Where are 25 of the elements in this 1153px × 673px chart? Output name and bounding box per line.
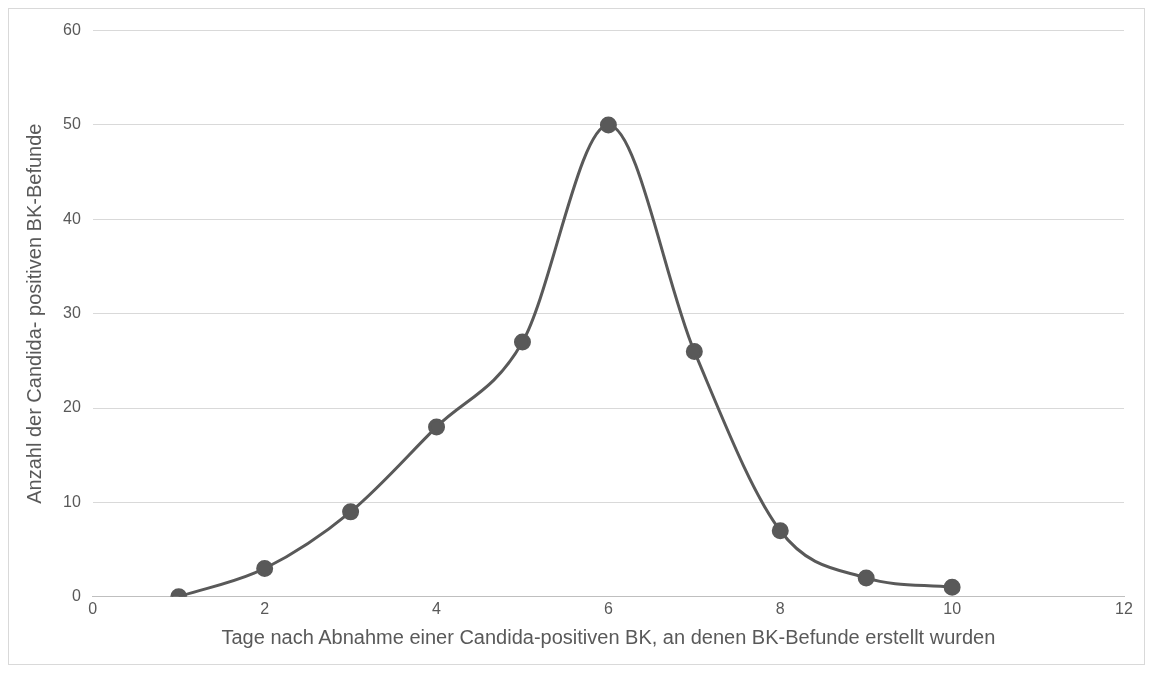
x-tick-label: 4 <box>432 599 442 617</box>
y-tick-label: 60 <box>63 21 81 39</box>
y-tick-label: 20 <box>63 398 81 416</box>
point <box>342 503 360 521</box>
x-tick-label: 10 <box>943 599 962 617</box>
y-axis-title: Anzahl der Candida- positiven BK-Befunde <box>22 123 45 504</box>
point <box>256 559 274 577</box>
x-tick-label: 0 <box>88 599 98 617</box>
x-tick-label: 8 <box>775 599 785 617</box>
point <box>771 522 789 540</box>
point <box>943 578 961 596</box>
point <box>685 342 703 360</box>
y-tick-label: 10 <box>63 492 81 510</box>
x-tick-label: 2 <box>260 599 270 617</box>
x-tick-label: 12 <box>1115 599 1133 617</box>
point <box>599 116 617 134</box>
y-tick-label: 0 <box>71 587 81 605</box>
point <box>513 333 531 351</box>
x-tick-label: 6 <box>603 599 613 617</box>
y-tick-label: 40 <box>63 209 81 227</box>
point <box>857 569 875 587</box>
y-tick-label: 50 <box>63 115 81 133</box>
point <box>428 418 446 436</box>
y-tick-label: 30 <box>63 304 81 322</box>
x-axis-title: Tage nach Abnahme einer Candida-positiven BK, an denen BK-Befunde erstellt wurden <box>221 625 996 648</box>
